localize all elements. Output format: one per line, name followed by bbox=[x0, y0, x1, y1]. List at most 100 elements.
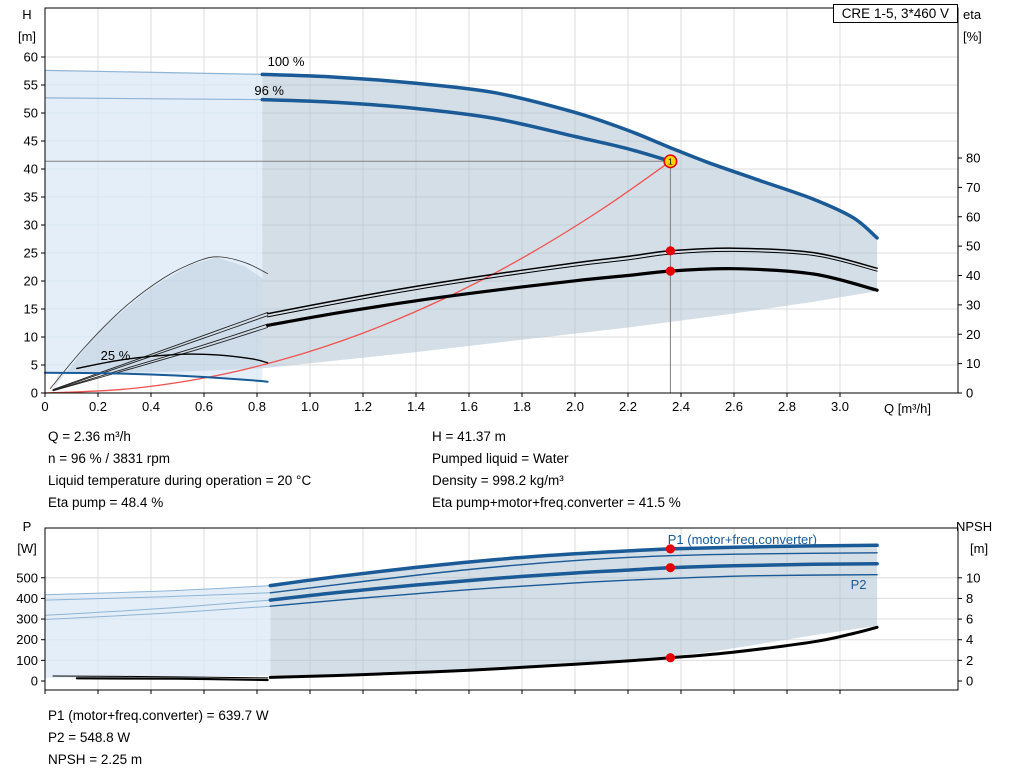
y-left-tick-label: 15 bbox=[24, 302, 38, 317]
power-25pct bbox=[75, 677, 269, 682]
eta-curve-25pct bbox=[76, 353, 269, 370]
curve-100pct-extension bbox=[44, 69, 263, 75]
p1-curve bbox=[268, 543, 879, 588]
hq-chart: 0 0.2 0.4 0.6 0.8 1.0 1.2 1.4 1.6 1.8 2.0 2.2 2.4 2.6… bbox=[24, 7, 980, 414]
info-p1: P1 (motor+freq.converter) = 639.7 W bbox=[48, 708, 269, 723]
y-right-tick-label: 10 bbox=[966, 356, 980, 371]
p1-extension-2 bbox=[44, 592, 271, 601]
eta-total-point bbox=[665, 266, 676, 276]
y-right-tick-label: 20 bbox=[966, 327, 980, 342]
p-axis-title: P [W] bbox=[10, 516, 44, 560]
y-left-tick-label: 40 bbox=[24, 162, 38, 177]
info-eta-pump: Eta pump = 48.4 % bbox=[48, 495, 164, 510]
power-25pct-thin bbox=[52, 675, 269, 679]
eta-fan-2 bbox=[52, 315, 269, 391]
power-info: P1 (motor+freq.converter) = 639.7 W P2 =… bbox=[48, 705, 269, 771]
power-npsh-chart-border bbox=[44, 527, 959, 691]
y-left-tick-label: 0 bbox=[31, 674, 38, 689]
low-speed-wedge bbox=[53, 257, 263, 390]
system-curve bbox=[44, 160, 672, 394]
x-tick-label: 0.4 bbox=[142, 399, 160, 414]
label-100pct: 100 % bbox=[268, 54, 305, 69]
eta-axis-title: eta [%] bbox=[963, 4, 982, 48]
eta-pump-curve bbox=[266, 247, 878, 315]
y-left-tick-label: 25 bbox=[24, 246, 38, 261]
pump-curve-25pct bbox=[44, 371, 269, 383]
operating-envelope bbox=[262, 74, 878, 369]
pump-model-box: CRE 1-5, 3*460 V bbox=[832, 4, 958, 23]
info-speed: n = 96 % / 3831 rpm bbox=[48, 451, 170, 466]
power-envelope bbox=[270, 545, 878, 676]
duty-info-right: H = 41.37 m Pumped liquid = Water Densit… bbox=[432, 426, 681, 514]
y-right-tick-label: 60 bbox=[966, 209, 980, 224]
y-left-tick-label: 35 bbox=[24, 190, 38, 205]
hq-chart-border bbox=[44, 7, 959, 394]
y-right-tick-label: 40 bbox=[966, 268, 980, 283]
eta-fan-4 bbox=[52, 327, 269, 392]
eta-pump-curve-b bbox=[267, 250, 878, 318]
q-axis-title: Q [m³/h] bbox=[884, 401, 931, 416]
h-axis-name: H bbox=[22, 7, 32, 22]
label-96pct: 96 % bbox=[254, 83, 284, 98]
x-tick-label: 1.6 bbox=[460, 399, 478, 414]
h-axis-unit: [m] bbox=[17, 29, 37, 44]
p-axis-unit: [W] bbox=[17, 541, 37, 556]
x-tick-label: 0 bbox=[41, 399, 48, 414]
npsh-axis-name: NPSH bbox=[956, 519, 993, 534]
p2-extension-1 bbox=[44, 599, 271, 616]
npsh-curve bbox=[268, 625, 879, 679]
p2-point bbox=[665, 563, 676, 573]
y-right-tick-label: 80 bbox=[966, 151, 980, 166]
x-tick-label: 1.2 bbox=[354, 399, 372, 414]
y-right-tick-label: 8 bbox=[966, 591, 973, 606]
npsh-point bbox=[665, 653, 676, 663]
operating-envelope-light bbox=[45, 70, 263, 382]
info-density: Density = 998.2 kg/m³ bbox=[432, 473, 564, 488]
info-p2: P2 = 548.8 W bbox=[48, 730, 131, 745]
y-right-tick-label: 70 bbox=[966, 180, 980, 195]
x-tick-label: 0.8 bbox=[248, 399, 266, 414]
y-right-tick-label: 30 bbox=[966, 297, 980, 312]
x-tick-label: 1.4 bbox=[407, 399, 425, 414]
y-left-tick-label: 60 bbox=[24, 50, 38, 65]
eta-pump-point bbox=[665, 246, 676, 256]
p1-extension-1 bbox=[44, 585, 271, 596]
y-left-tick-label: 5 bbox=[31, 358, 38, 373]
power-npsh-chart: 0 100 200 300 400 500 0 2 4 6 8 10 P1 (motor+freq.co… bbox=[16, 527, 980, 694]
y-left-tick-label: 0 bbox=[31, 386, 38, 401]
y-right-tick-label: 0 bbox=[966, 386, 973, 401]
duty-point[interactable] bbox=[663, 154, 678, 169]
y-left-tick-label: 55 bbox=[24, 78, 38, 93]
info-eta-total: Eta pump+motor+freq.converter = 41.5 % bbox=[432, 495, 681, 510]
y-right-tick-label: 0 bbox=[966, 674, 973, 689]
eta-fan-1 bbox=[52, 311, 269, 391]
p1-curve-96pct bbox=[269, 552, 878, 594]
info-head: H = 41.37 m bbox=[432, 429, 506, 444]
label-25pct: 25 % bbox=[101, 348, 131, 363]
x-tick-label: 1.0 bbox=[301, 399, 319, 414]
max-eta-arc bbox=[49, 256, 268, 389]
y-right-tick-label: 6 bbox=[966, 612, 973, 627]
x-tick-label: 2.0 bbox=[566, 399, 584, 414]
npsh-axis-unit: [m] bbox=[970, 541, 989, 556]
y-left-tick-label: 200 bbox=[16, 632, 38, 647]
info-flow: Q = 2.36 m³/h bbox=[48, 429, 131, 444]
info-npsh: NPSH = 2.25 m bbox=[48, 752, 143, 767]
y-right-tick-label: 50 bbox=[966, 239, 980, 254]
y-left-tick-label: 300 bbox=[16, 612, 38, 627]
p2-curve bbox=[268, 561, 879, 602]
pump-curve-100pct bbox=[260, 72, 879, 240]
y-left-tick-label: 10 bbox=[24, 330, 38, 345]
pump-curve-96pct bbox=[260, 97, 673, 164]
duty-point-label: 1 bbox=[668, 156, 673, 166]
label-p1: P1 (motor+freq.converter) bbox=[668, 532, 817, 547]
eta-total-curve bbox=[266, 267, 879, 327]
y-left-tick-label: 20 bbox=[24, 274, 38, 289]
x-tick-label: 2.8 bbox=[778, 399, 796, 414]
x-tick-label: 0.6 bbox=[195, 399, 213, 414]
x-tick-label: 1.8 bbox=[513, 399, 531, 414]
p2-curve-96pct bbox=[269, 574, 878, 607]
h-axis-title: H [m] bbox=[10, 4, 44, 48]
info-pumped-liquid: Pumped liquid = Water bbox=[432, 451, 569, 466]
